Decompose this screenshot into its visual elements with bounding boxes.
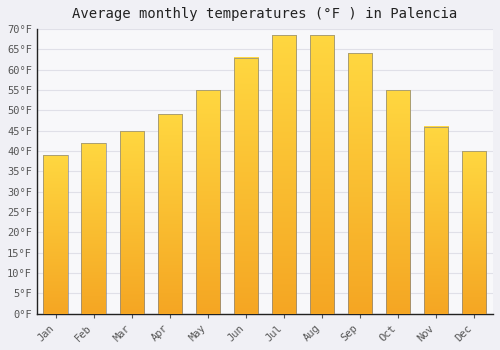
Bar [462, 151, 486, 314]
Bar [272, 35, 296, 314]
Title: Average monthly temperatures (°F ) in Palencia: Average monthly temperatures (°F ) in Pa… [72, 7, 458, 21]
Bar [82, 143, 106, 314]
Bar [234, 57, 258, 314]
Bar [44, 155, 68, 314]
Bar [310, 35, 334, 314]
Bar [120, 131, 144, 314]
Bar [348, 54, 372, 314]
Bar [386, 90, 410, 314]
Bar [196, 90, 220, 314]
Bar [424, 127, 448, 314]
Bar [158, 114, 182, 314]
